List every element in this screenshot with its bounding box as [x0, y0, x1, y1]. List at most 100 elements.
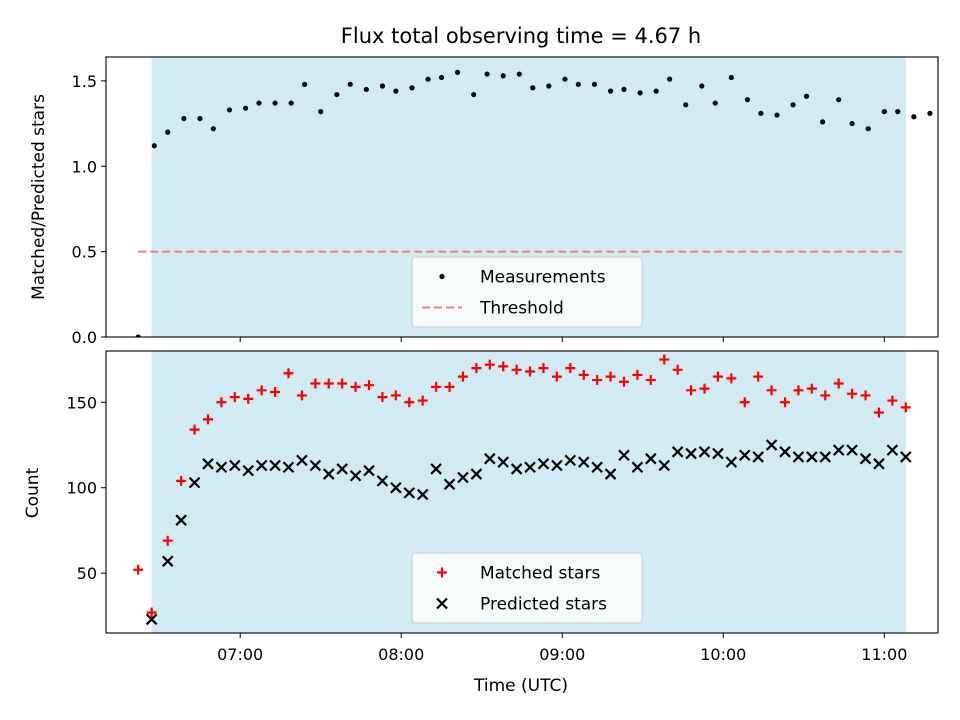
measurements-point — [895, 109, 901, 115]
predicted-stars-point — [658, 459, 671, 472]
measurements-point — [500, 73, 506, 79]
matched-stars-point — [364, 380, 375, 391]
measurements-point — [653, 88, 659, 94]
matched-stars-point — [310, 378, 321, 389]
matched-stars-point — [766, 385, 777, 396]
predicted-stars-point — [792, 451, 805, 463]
x-tick-label: 09:00 — [539, 645, 585, 664]
predicted-stars-point — [886, 444, 899, 456]
predicted-stars-point — [577, 456, 590, 468]
matched-stars-point — [793, 385, 804, 396]
predicted-stars-point — [188, 476, 201, 489]
measurements-point — [591, 81, 598, 87]
matched-stars-point — [847, 388, 858, 399]
predicted-stars-point — [524, 461, 536, 473]
matched-stars-point — [739, 397, 750, 408]
plot-area — [135, 69, 933, 337]
predicted-stars-point — [215, 461, 228, 473]
matched-stars-point — [390, 390, 401, 401]
matched-stars-point — [565, 363, 576, 374]
matched-stars-point — [659, 354, 670, 365]
matched-stars-point — [712, 371, 723, 382]
matched-stars-point — [887, 395, 898, 406]
matched-stars-point — [699, 383, 710, 394]
measurements-point — [530, 85, 536, 91]
measurements-point — [546, 83, 552, 89]
count-panel: 50 100 150 07:00 08:00 09:00 10:00 11:00 Matched… — [66, 350, 939, 664]
predicted-stars-point — [202, 458, 214, 470]
matched-stars-point — [645, 375, 656, 386]
measurements-point — [819, 119, 826, 125]
measurements-point — [409, 85, 415, 91]
predicted-stars-point — [296, 454, 308, 467]
predicted-stars-point — [282, 461, 295, 473]
predicted-stars-point — [443, 478, 456, 491]
measurements-point — [135, 334, 141, 337]
predicted-stars-point — [779, 446, 791, 458]
predicted-stars-point — [551, 459, 563, 472]
y-tick-label: 50 — [77, 564, 97, 583]
matched-stars-point — [133, 564, 144, 575]
predicted-stars-point — [765, 439, 778, 451]
y-tick-label: 150 — [66, 393, 97, 412]
measurements-point — [683, 102, 689, 108]
matched-stars-point — [780, 397, 791, 408]
legend-label-measurements: Measurements — [480, 268, 606, 288]
matched-stars-point — [457, 371, 468, 382]
legend-box — [411, 552, 643, 624]
x-tick-label: 10:00 — [700, 645, 746, 664]
matched-stars-point — [283, 368, 294, 379]
bottom-y-axis-label: Count — [23, 467, 43, 518]
chart-title: Flux total observing time = 4.67 h — [341, 24, 701, 48]
legend-label-predicted-stars: Predicted stars — [480, 595, 607, 615]
measurements-point — [226, 107, 233, 113]
matched-stars-point — [162, 535, 173, 546]
predicted-stars-point — [564, 454, 577, 467]
measurements-point — [758, 110, 764, 116]
predicted-stars-point — [175, 514, 187, 526]
predicted-stars-point — [376, 475, 389, 487]
x-tick-label: 08:00 — [378, 645, 424, 664]
measurements-point — [181, 115, 187, 122]
predicted-stars-point — [322, 468, 335, 480]
predicted-stars-point — [390, 481, 402, 494]
measurements-point — [744, 97, 751, 103]
measurements-point — [774, 112, 780, 118]
x-axis-label: Time (UTC) — [473, 676, 568, 696]
measurements-point — [849, 120, 855, 127]
predicted-stars-point — [671, 446, 684, 458]
measurements-point — [637, 90, 643, 96]
measurements-point — [272, 100, 278, 106]
matched-stars-point — [176, 475, 187, 486]
measurements-point — [790, 102, 796, 108]
matched-stars-point — [632, 369, 643, 380]
matched-stars-point — [471, 363, 482, 374]
predicted-stars-point — [416, 488, 429, 501]
predicted-stars-point — [242, 464, 255, 477]
measurements-point — [803, 93, 810, 99]
predicted-stars-point — [846, 444, 858, 456]
matched-stars-point — [270, 387, 281, 398]
matched-stars-point — [431, 381, 442, 392]
measurements-point — [454, 69, 461, 75]
predicted-stars-point — [806, 451, 818, 463]
y-tick-label: 1.5 — [72, 72, 97, 91]
matched-stars-point — [484, 359, 495, 370]
y-tick-label: 1.0 — [72, 157, 97, 176]
predicted-stars-point — [430, 463, 442, 475]
measurements-point — [347, 81, 353, 87]
matched-stars-point — [873, 407, 884, 418]
y-tick-label: 100 — [66, 479, 97, 498]
measurements-point — [242, 105, 249, 111]
predicted-stars-point — [457, 471, 469, 484]
predicted-stars-point — [336, 463, 348, 475]
predicted-stars-point — [725, 456, 738, 468]
measurements-point — [607, 88, 614, 94]
measurements-point — [911, 114, 917, 120]
matched-stars-point — [592, 375, 603, 386]
predicted-stars-point — [752, 451, 764, 463]
legend: Matched stars Predicted stars — [411, 552, 643, 624]
legend-label-threshold: Threshold — [479, 299, 564, 319]
matched-stars-point — [820, 390, 831, 401]
